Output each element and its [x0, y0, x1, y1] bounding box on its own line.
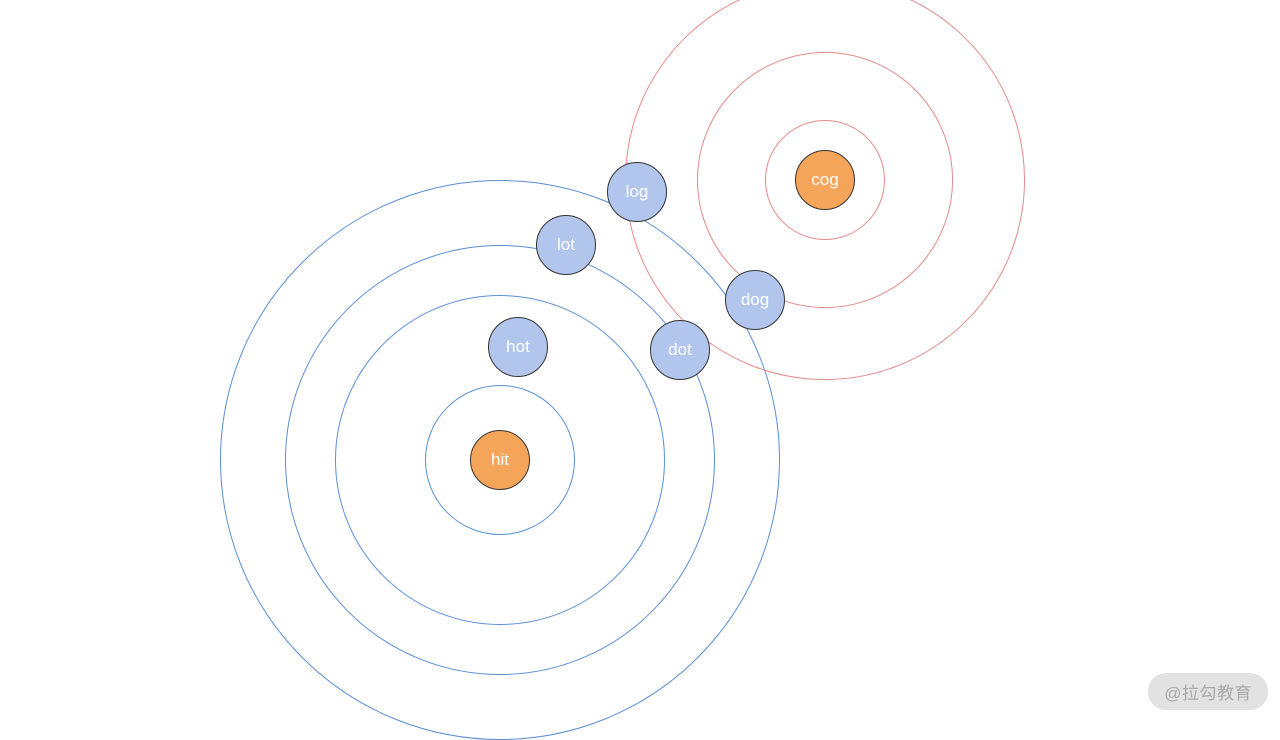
- node-label-log: log: [626, 182, 649, 202]
- node-cog: cog: [795, 150, 855, 210]
- watermark-text: @拉勾教育: [1164, 684, 1252, 703]
- node-dot: dot: [650, 320, 710, 380]
- diagram-canvas: hit cog hot dot lot log dog: [0, 0, 1280, 720]
- node-log: log: [607, 162, 667, 222]
- node-hot: hot: [488, 317, 548, 377]
- watermark-badge: @拉勾教育: [1148, 673, 1268, 710]
- node-label-cog: cog: [811, 170, 838, 190]
- node-lot: lot: [536, 215, 596, 275]
- node-label-hit: hit: [491, 450, 509, 470]
- node-label-dog: dog: [741, 290, 769, 310]
- node-label-hot: hot: [506, 337, 530, 357]
- node-dog: dog: [725, 270, 785, 330]
- node-label-dot: dot: [668, 340, 692, 360]
- node-label-lot: lot: [557, 235, 575, 255]
- node-hit: hit: [470, 430, 530, 490]
